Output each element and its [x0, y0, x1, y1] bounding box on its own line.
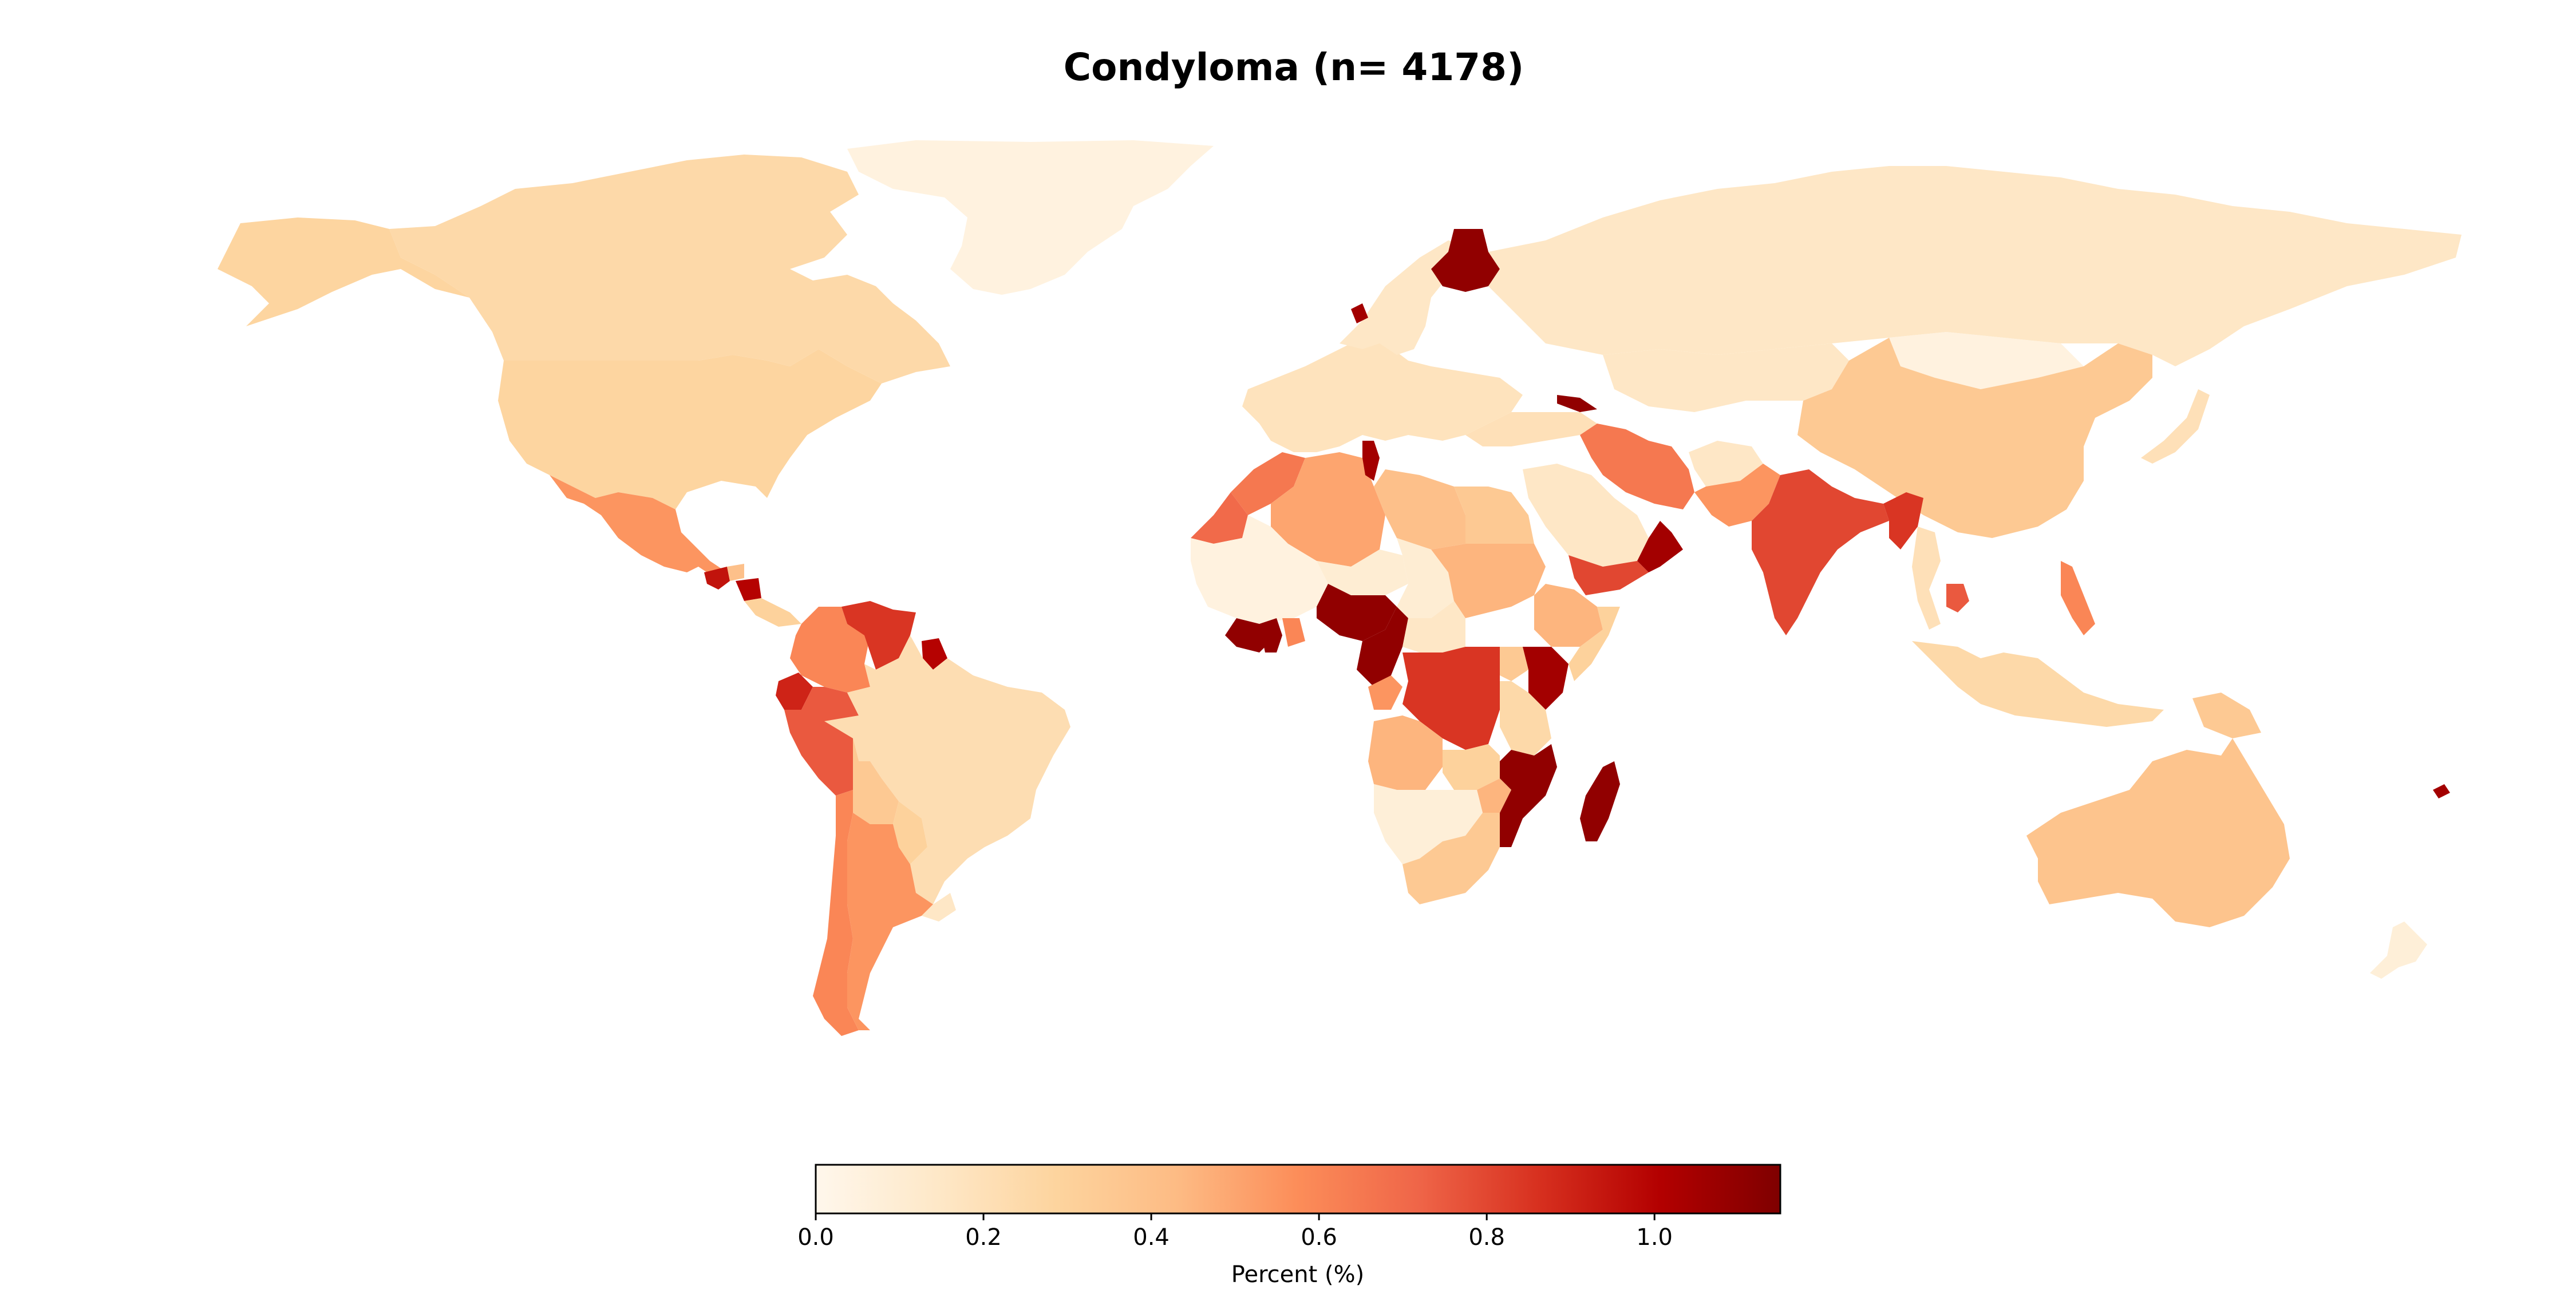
region-ecuador: [776, 673, 813, 710]
colorbar-ticks: 0.0 0.2 0.4 0.6 0.8 1.0: [797, 1213, 1673, 1251]
region-mozambique: [1500, 744, 1557, 847]
region-panama-costa-rica: [744, 598, 801, 627]
colorbar-tick-label: 1.0: [1636, 1224, 1673, 1251]
region-nicaragua: [736, 578, 761, 601]
region-ethiopia: [1534, 584, 1603, 647]
region-bangladesh-myanmar: [1883, 492, 1923, 549]
region-egypt: [1454, 487, 1534, 544]
region-togo-benin: [1282, 618, 1305, 647]
region-libya: [1374, 469, 1465, 549]
region-new-zealand: [2370, 922, 2427, 979]
colorbar-tick-label: 0.4: [1133, 1224, 1170, 1251]
region-cambodia: [1946, 584, 1969, 612]
region-brazil: [824, 635, 1070, 904]
world-map: [218, 140, 2462, 1036]
colorbar-gradient: [815, 1164, 1781, 1215]
region-mexico: [550, 475, 727, 578]
region-png: [2192, 693, 2261, 738]
map-title: Condyloma (n= 4178): [1064, 45, 1524, 89]
region-australia: [2026, 738, 2290, 927]
region-gabon: [1368, 675, 1402, 710]
colorbar-tick-label: 0.0: [797, 1224, 834, 1251]
region-colombia: [790, 607, 870, 693]
colorbar-tick-label: 0.6: [1301, 1224, 1337, 1251]
region-turkey: [1465, 412, 1597, 446]
region-china: [1797, 338, 2152, 538]
region-namibia-botswana: [1374, 784, 1483, 864]
region-mongolia: [1889, 332, 2084, 389]
colorbar-tick-label: 0.8: [1468, 1224, 1505, 1251]
region-madagascar: [1580, 761, 1620, 841]
region-united-states: [498, 349, 882, 509]
region-guyana: [922, 638, 947, 670]
region-greenland: [847, 140, 1214, 295]
region-canada: [389, 155, 950, 383]
region-thailand: [1912, 527, 1941, 630]
region-cote-divoire: [1225, 618, 1271, 652]
region-japan: [2141, 389, 2210, 464]
region-bolivia: [853, 738, 899, 824]
region-uruguay: [922, 893, 956, 922]
region-uganda: [1500, 647, 1528, 681]
region-sudan: [1431, 544, 1546, 618]
region-zambia: [1443, 744, 1500, 790]
region-fiji: [2433, 784, 2450, 798]
region-algeria: [1271, 452, 1385, 567]
region-russia: [1488, 166, 2462, 366]
region-zimbabwe: [1477, 778, 1511, 813]
region-south-africa: [1402, 813, 1500, 904]
region-guatemala: [704, 567, 730, 590]
region-morocco: [1231, 452, 1305, 515]
region-dr-congo: [1402, 647, 1500, 750]
region-ghana: [1259, 618, 1282, 652]
region-indonesia: [1912, 641, 2164, 727]
region-oman: [1637, 521, 1683, 572]
region-nigeria: [1317, 584, 1397, 641]
region-car: [1402, 601, 1465, 652]
region-tanzania: [1500, 681, 1551, 756]
region-western-europe: [1242, 343, 1523, 452]
region-iran: [1580, 424, 1694, 509]
region-paraguay: [893, 801, 927, 864]
colorbar-tick-label: 0.2: [965, 1224, 1002, 1251]
region-somalia: [1568, 607, 1620, 681]
region-tunisia: [1362, 441, 1380, 481]
region-angola: [1368, 715, 1443, 790]
region-kenya: [1523, 647, 1568, 710]
region-cameroon: [1357, 607, 1408, 687]
region-honduras: [727, 564, 744, 581]
region-afghanistan: [1689, 441, 1763, 487]
region-georgia: [1557, 395, 1597, 412]
region-niger: [1317, 549, 1408, 595]
region-peru: [784, 687, 859, 796]
region-chad: [1397, 538, 1454, 618]
region-denmark: [1351, 303, 1368, 323]
colorbar: 0.0 0.2 0.4 0.6 0.8 1.0 Percent (%): [797, 1164, 1781, 1288]
region-west-africa: [1191, 515, 1328, 624]
region-alaska: [218, 217, 469, 326]
colorbar-label: Percent (%): [1231, 1261, 1364, 1288]
region-chile: [813, 790, 859, 1036]
region-venezuela: [841, 601, 916, 670]
region-argentina: [847, 813, 933, 1030]
region-yemen: [1568, 555, 1649, 595]
region-western-sahara: [1191, 492, 1248, 544]
region-philippines: [2061, 561, 2095, 635]
region-saudi-arabia: [1523, 464, 1649, 567]
region-kazakhstan: [1603, 343, 1849, 412]
region-finland: [1431, 229, 1500, 292]
region-pakistan: [1694, 464, 1780, 527]
region-india: [1752, 469, 1889, 635]
